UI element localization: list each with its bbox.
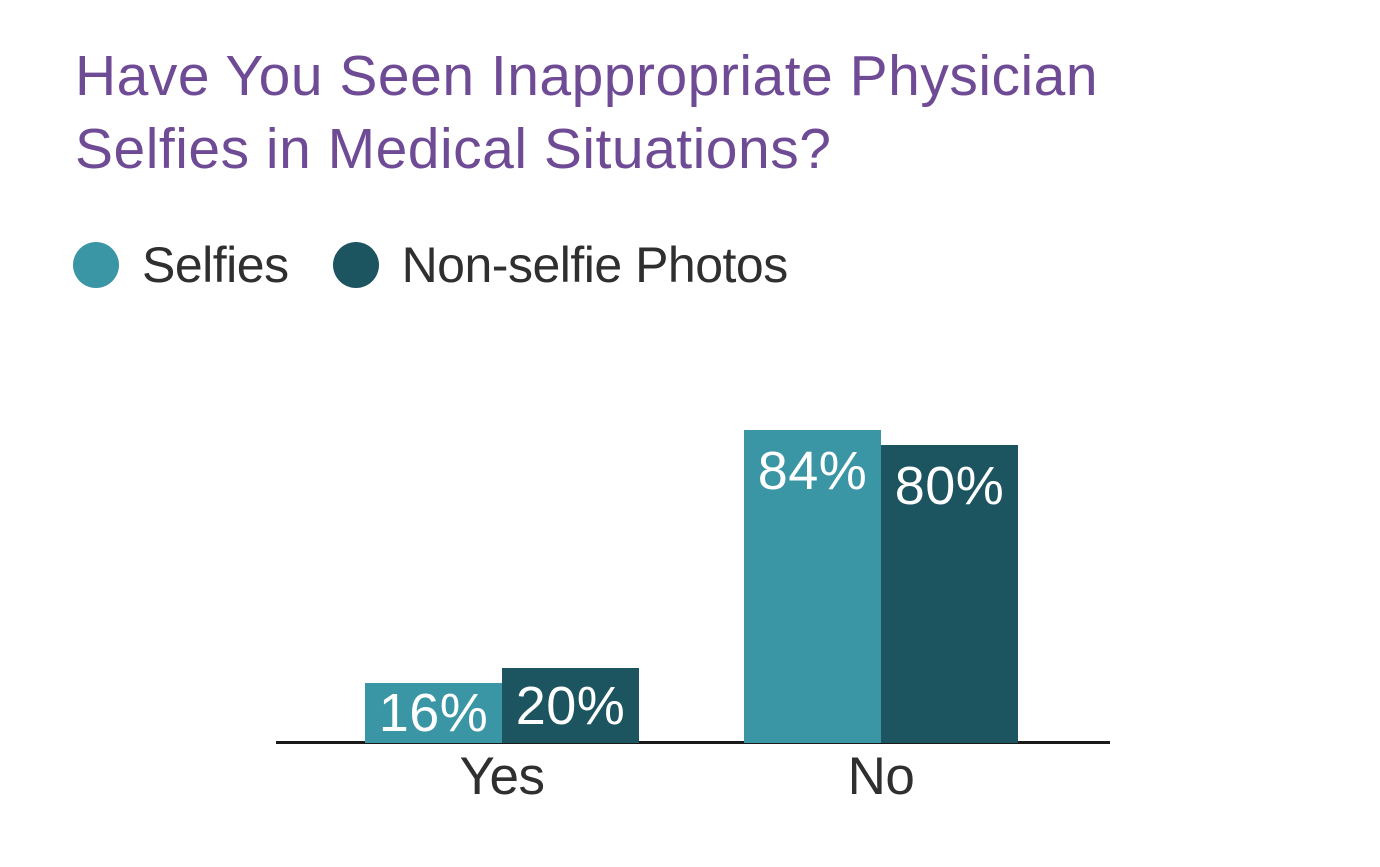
legend-label: Selfies [142,237,289,293]
legend-label: Non-selfie Photos [401,237,789,293]
x-axis-label-yes: Yes [459,747,545,806]
bar-non-selfie-photos-no: 80% [881,445,1018,743]
bar-value-label: 16% [378,683,489,743]
legend-item-non-selfie-photos: Non-selfie Photos [332,237,789,293]
chart-legend: Selfies Non-selfie Photos [73,240,788,290]
x-axis-line [276,741,1110,744]
bar-value-label: 84% [757,441,868,501]
chart-title-line-1: Have You Seen Inappropriate Physician [75,44,1099,108]
bar-value-label: 80% [894,456,1005,516]
legend-dot-icon [332,242,379,288]
chart-title-line-2: Selfies in Medical Situations? [75,117,832,181]
legend-dot-icon [73,242,119,288]
bar-non-selfie-photos-yes: 20% [502,668,639,743]
bar-selfies-no: 84% [744,430,881,743]
chart-title: Have You Seen Inappropriate Physician Se… [75,40,1295,186]
bar-value-label: 20% [515,675,626,736]
legend-item-selfies: Selfies [73,240,289,290]
bar-selfies-yes: 16% [365,683,502,743]
x-axis-label-no: No [847,747,915,806]
